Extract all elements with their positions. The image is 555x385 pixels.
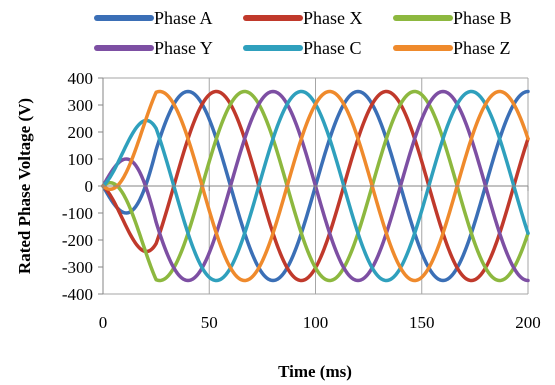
y-tick-label-3: 100 [68,150,94,169]
legend-label-phase-x: Phase X [303,8,363,28]
legend-label-phase-y: Phase Y [154,38,213,58]
y-tick-label-2: 200 [68,123,94,142]
y-tick-label-6: -200 [62,231,93,250]
x-tick-label-2: 100 [303,313,329,332]
legend-label-phase-z: Phase Z [453,38,511,58]
y-axis-title: Rated Phase Voltage (V) [15,98,34,274]
x-tick-label-1: 50 [201,313,218,332]
axes [98,77,529,295]
y-tick-label-0: 400 [68,69,94,88]
x-tick-label-4: 200 [515,313,541,332]
x-tick-label-3: 150 [409,313,435,332]
y-tick-label-4: 0 [85,177,94,196]
legend-label-phase-a: Phase A [154,8,213,28]
x-tick-labels: 0 50 100 150 200 [99,313,541,332]
legend: Phase A Phase X Phase B Phase Y Phase C Phase… [94,8,512,58]
x-axis-title: Time (ms) [278,362,352,381]
y-tick-label-1: 300 [68,96,94,115]
y-tick-label-7: -300 [62,258,93,277]
y-tick-label-8: -400 [62,285,93,304]
y-tick-label-5: -100 [62,204,93,223]
y-tick-labels: 400 300 200 100 0 -100 -200 -300 -400 [62,69,93,304]
legend-label-phase-b: Phase B [453,8,512,28]
legend-label-phase-c: Phase C [303,38,362,58]
x-tick-label-0: 0 [99,313,108,332]
